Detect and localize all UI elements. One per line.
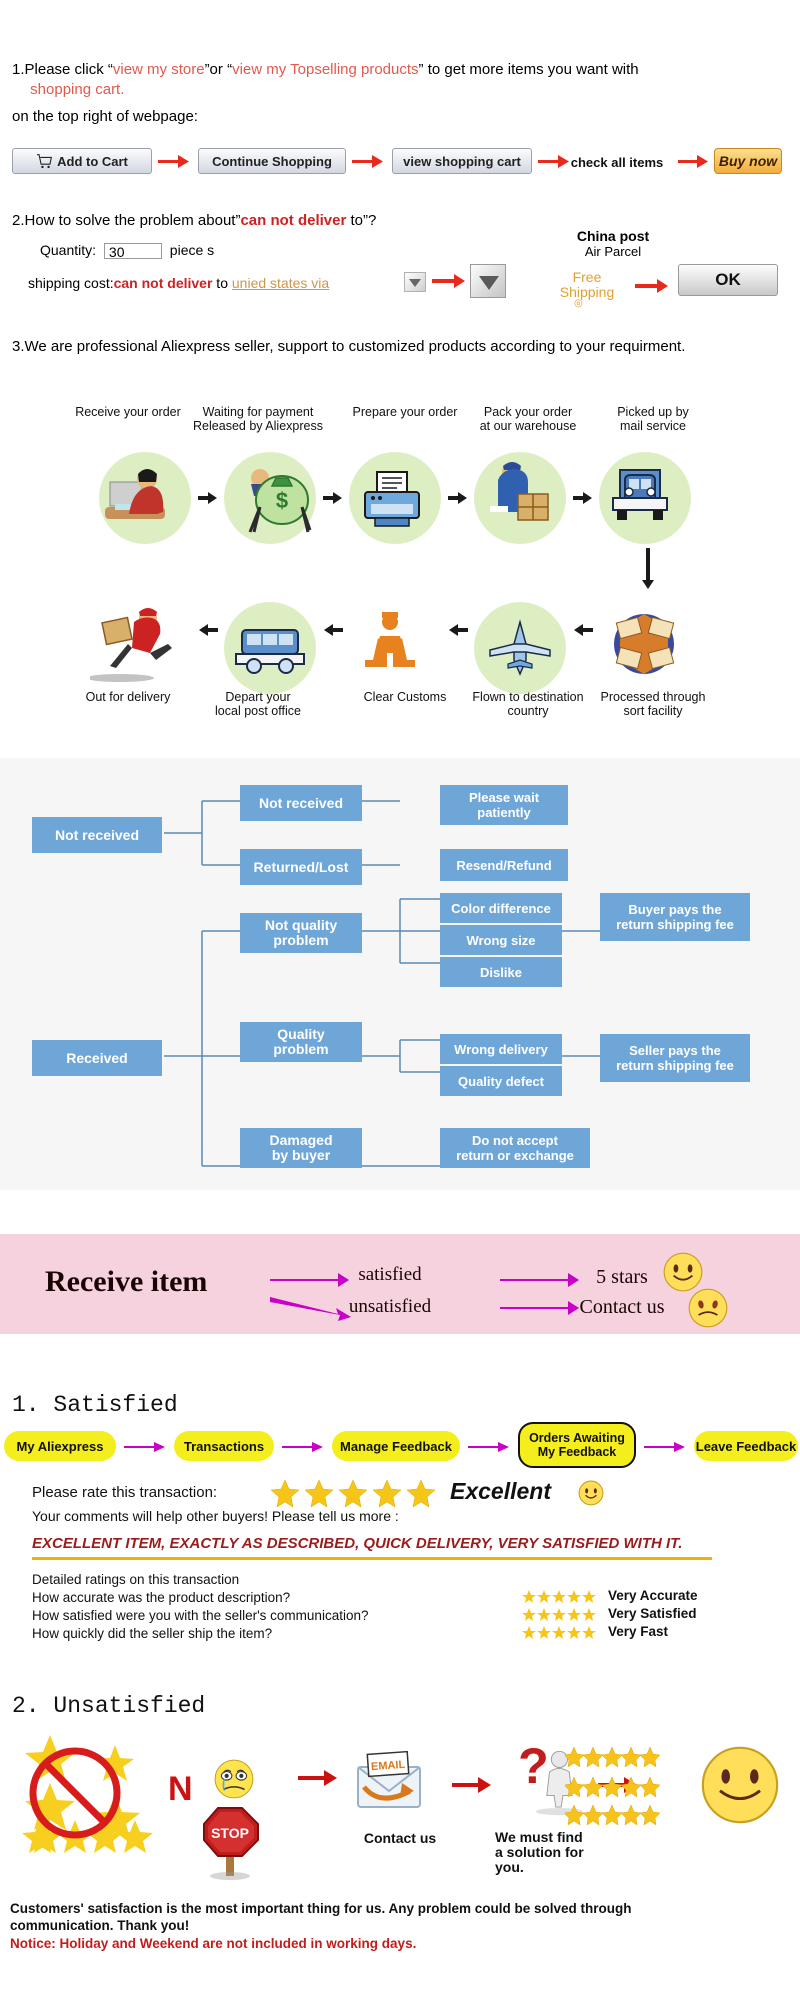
- svg-text:$: $: [276, 488, 288, 513]
- svg-text:STOP: STOP: [211, 1825, 249, 1841]
- svg-text:?: ?: [518, 1737, 549, 1794]
- svg-text:EMAIL: EMAIL: [371, 1759, 406, 1773]
